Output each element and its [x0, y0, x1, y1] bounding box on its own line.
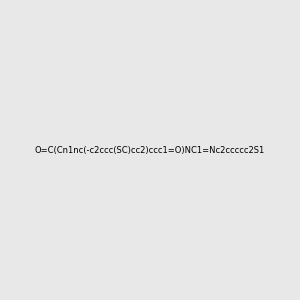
- Text: O=C(Cn1nc(-c2ccc(SC)cc2)ccc1=O)NC1=Nc2ccccc2S1: O=C(Cn1nc(-c2ccc(SC)cc2)ccc1=O)NC1=Nc2cc…: [35, 146, 265, 154]
